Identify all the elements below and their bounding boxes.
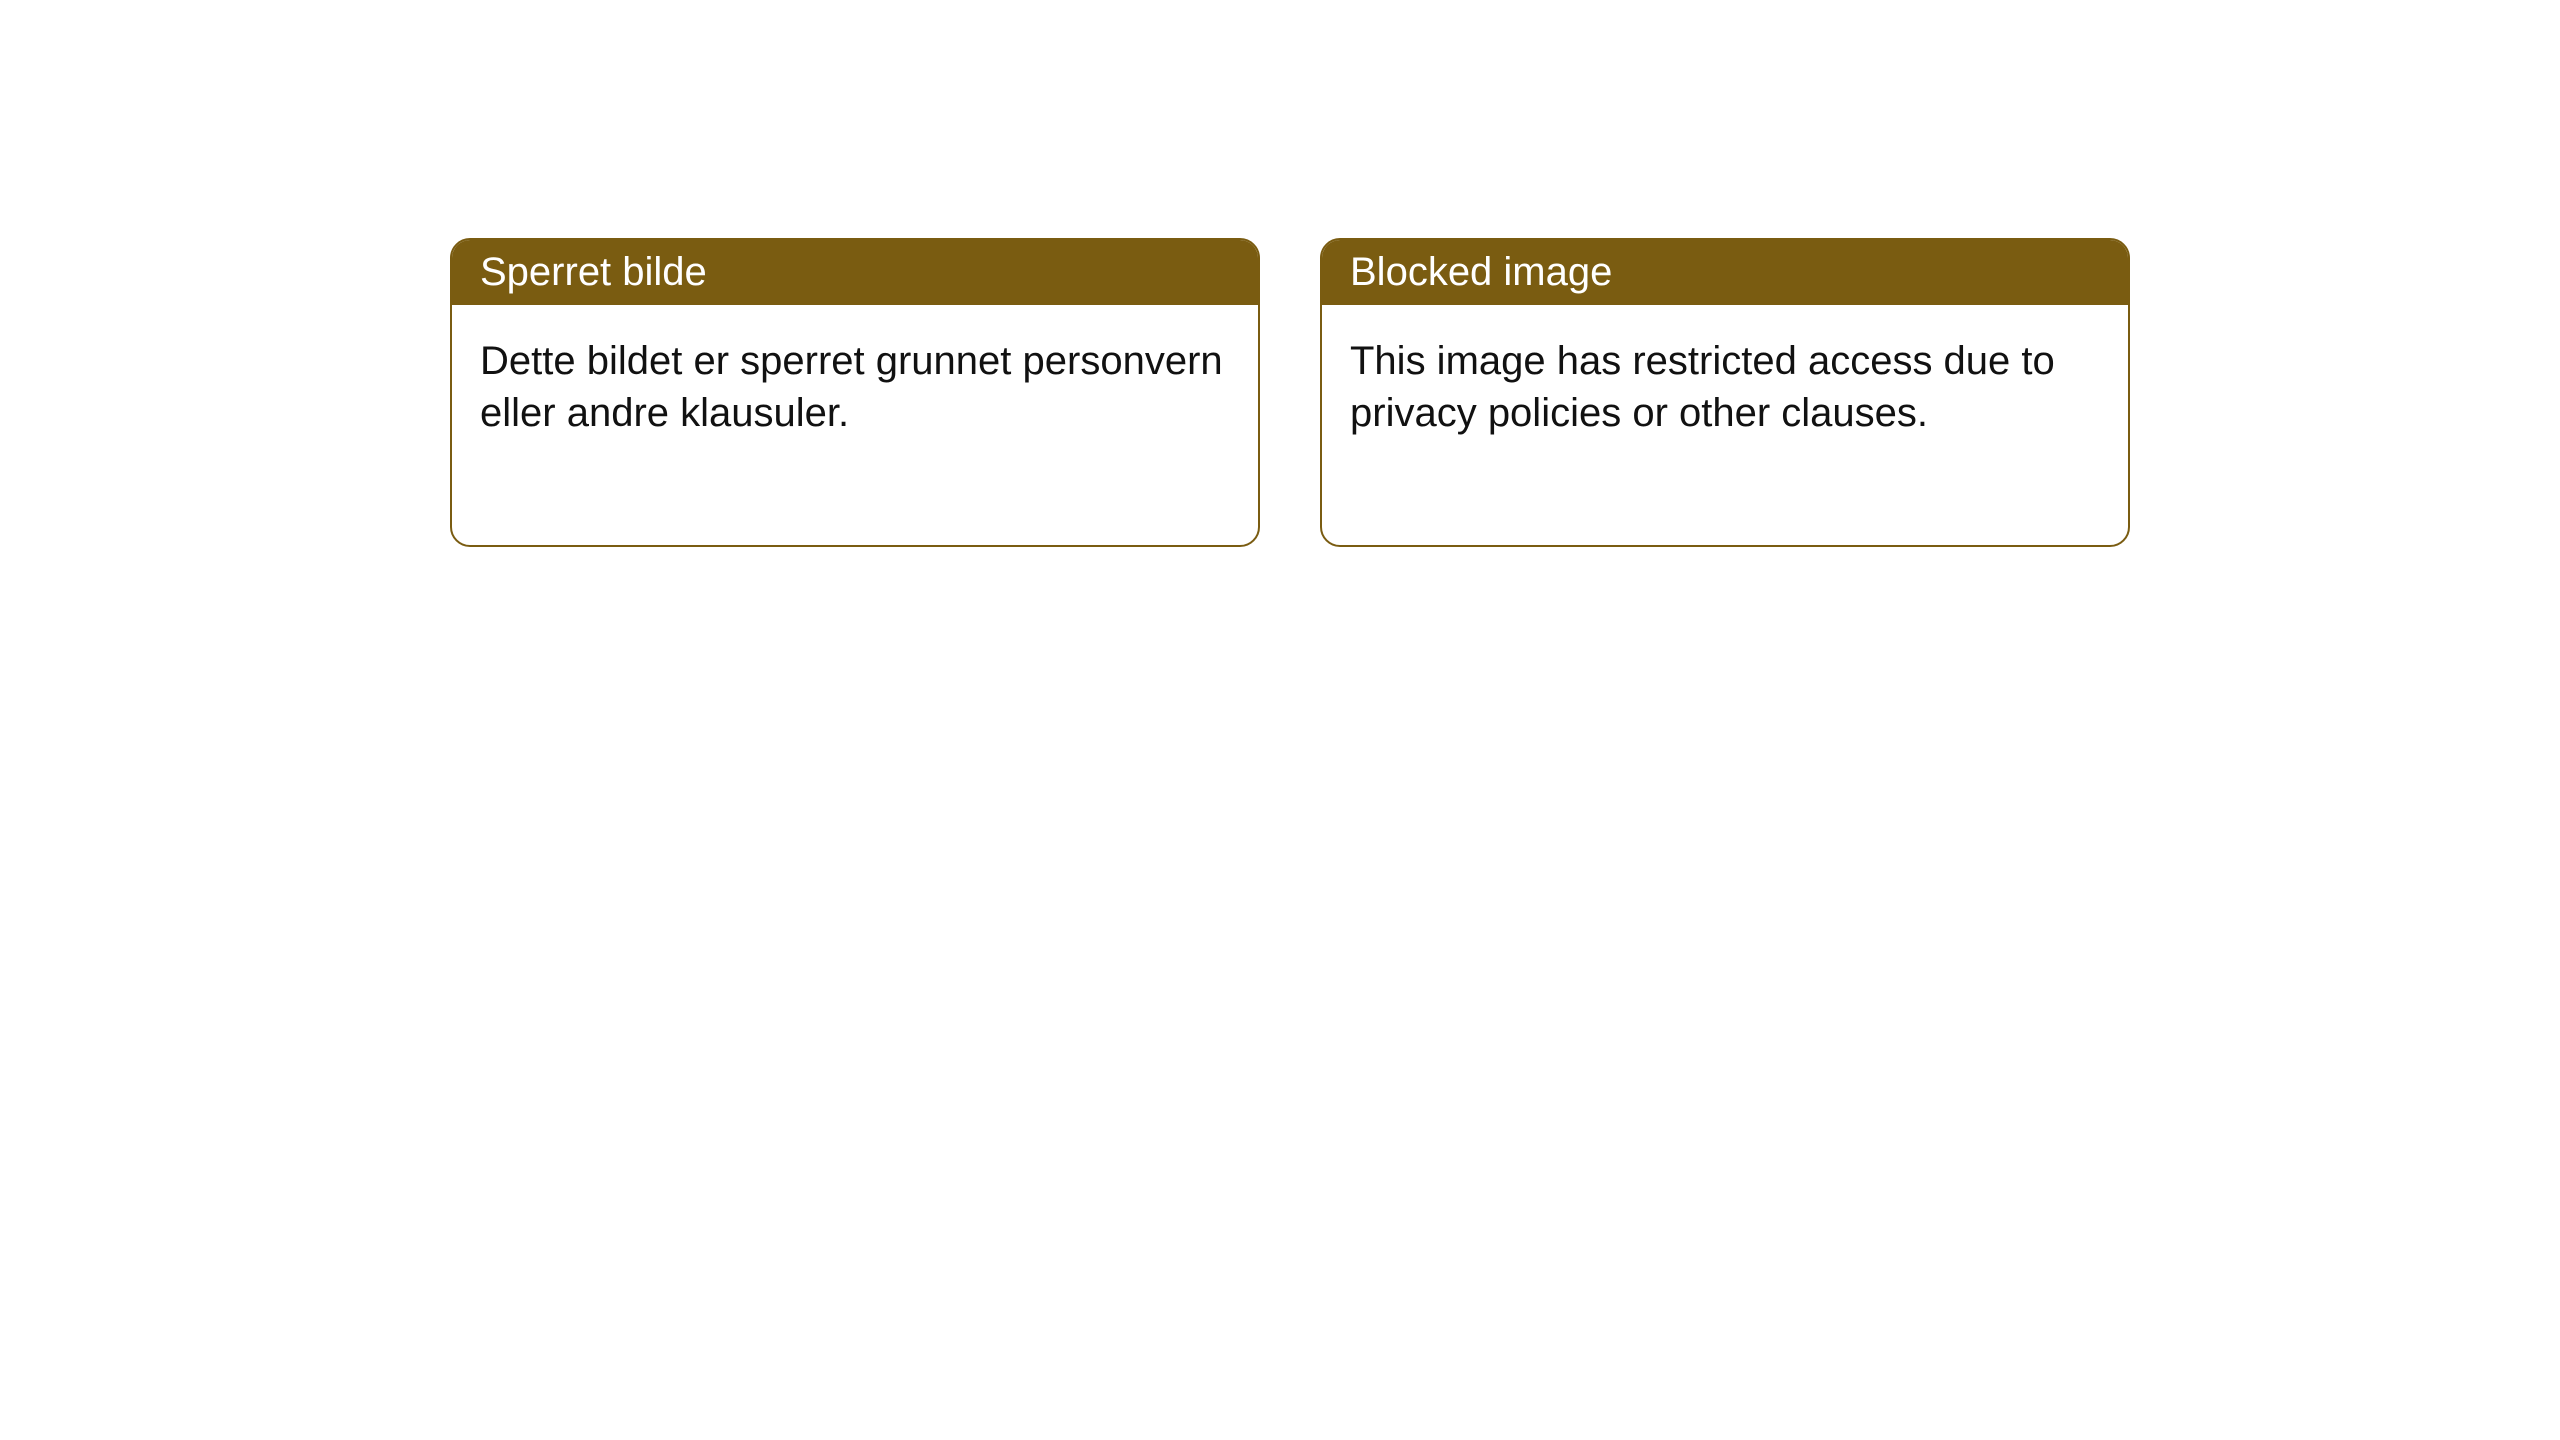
notice-body: This image has restricted access due to …: [1322, 305, 2128, 545]
notice-card-norwegian: Sperret bilde Dette bildet er sperret gr…: [450, 238, 1260, 547]
notice-title: Sperret bilde: [480, 250, 707, 294]
notice-body: Dette bildet er sperret grunnet personve…: [452, 305, 1258, 545]
notice-title: Blocked image: [1350, 250, 1612, 294]
notice-container: Sperret bilde Dette bildet er sperret gr…: [0, 0, 2560, 547]
notice-body-text: Dette bildet er sperret grunnet personve…: [480, 339, 1223, 435]
notice-header: Blocked image: [1322, 240, 2128, 305]
notice-body-text: This image has restricted access due to …: [1350, 339, 2055, 435]
notice-header: Sperret bilde: [452, 240, 1258, 305]
notice-card-english: Blocked image This image has restricted …: [1320, 238, 2130, 547]
